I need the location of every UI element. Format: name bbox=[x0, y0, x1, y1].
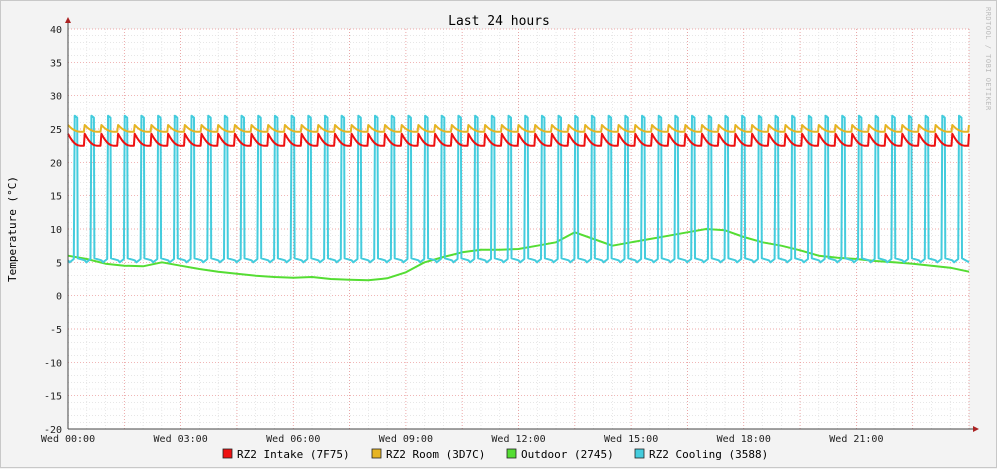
x-tick-label: Wed 15:00 bbox=[604, 434, 658, 445]
y-tick-label: 15 bbox=[50, 192, 62, 203]
y-tick-label: -20 bbox=[44, 425, 62, 436]
grid bbox=[67, 28, 970, 430]
series-line-2 bbox=[67, 228, 970, 282]
x-tick-label: Wed 06:00 bbox=[266, 434, 320, 445]
y-tick-label: 40 bbox=[50, 25, 62, 36]
y-tick-label: -10 bbox=[44, 358, 62, 369]
y-tick-label: 0 bbox=[56, 292, 62, 303]
legend-swatch bbox=[371, 448, 382, 459]
y-tick-label: 25 bbox=[50, 125, 62, 136]
x-axis-arrow bbox=[973, 426, 979, 432]
legend-swatch bbox=[222, 448, 233, 459]
series-line-3 bbox=[67, 114, 970, 264]
y-tick-label: 35 bbox=[50, 58, 62, 69]
y-tick-label: -5 bbox=[50, 325, 62, 336]
y-axis-label: Temperature (°C) bbox=[6, 176, 19, 282]
x-tick-label: Wed 18:00 bbox=[717, 434, 771, 445]
series-line-1 bbox=[67, 124, 970, 133]
legend: RZ2 Intake (7F75) RZ2 Room (3D7C) Outdoor … bbox=[222, 448, 768, 461]
x-tick-labels: Wed 00:00 Wed 03:00 Wed 06:00 Wed 09:00 Wed … bbox=[41, 434, 884, 445]
watermark: RRDTOOL / TOBI OETIKER bbox=[984, 7, 992, 111]
chart-title: Last 24 hours bbox=[448, 14, 550, 29]
x-tick-label: Wed 00:00 bbox=[41, 434, 95, 445]
axes bbox=[65, 17, 979, 432]
y-tick-label: 20 bbox=[50, 158, 62, 169]
series-lines bbox=[67, 114, 970, 282]
legend-swatch bbox=[634, 448, 645, 459]
x-tick-label: Wed 09:00 bbox=[379, 434, 433, 445]
series-line-0 bbox=[67, 132, 970, 147]
legend-label: RZ2 Room (3D7C) bbox=[386, 448, 485, 461]
legend-swatch bbox=[506, 448, 517, 459]
y-tick-labels: 40 35 30 25 20 15 10 5 0 -5 -10 -15 -20 bbox=[44, 25, 62, 436]
legend-label: RZ2 Intake (7F75) bbox=[237, 448, 350, 461]
y-tick-label: 5 bbox=[56, 258, 62, 269]
y-axis-arrow bbox=[65, 17, 71, 23]
legend-label: Outdoor (2745) bbox=[521, 448, 614, 461]
y-tick-label: -15 bbox=[44, 392, 62, 403]
x-tick-label: Wed 03:00 bbox=[154, 434, 208, 445]
legend-label: RZ2 Cooling (3588) bbox=[649, 448, 768, 461]
x-tick-label: Wed 12:00 bbox=[491, 434, 545, 445]
y-tick-label: 10 bbox=[50, 225, 62, 236]
x-tick-label: Wed 21:00 bbox=[829, 434, 883, 445]
y-tick-label: 30 bbox=[50, 92, 62, 103]
